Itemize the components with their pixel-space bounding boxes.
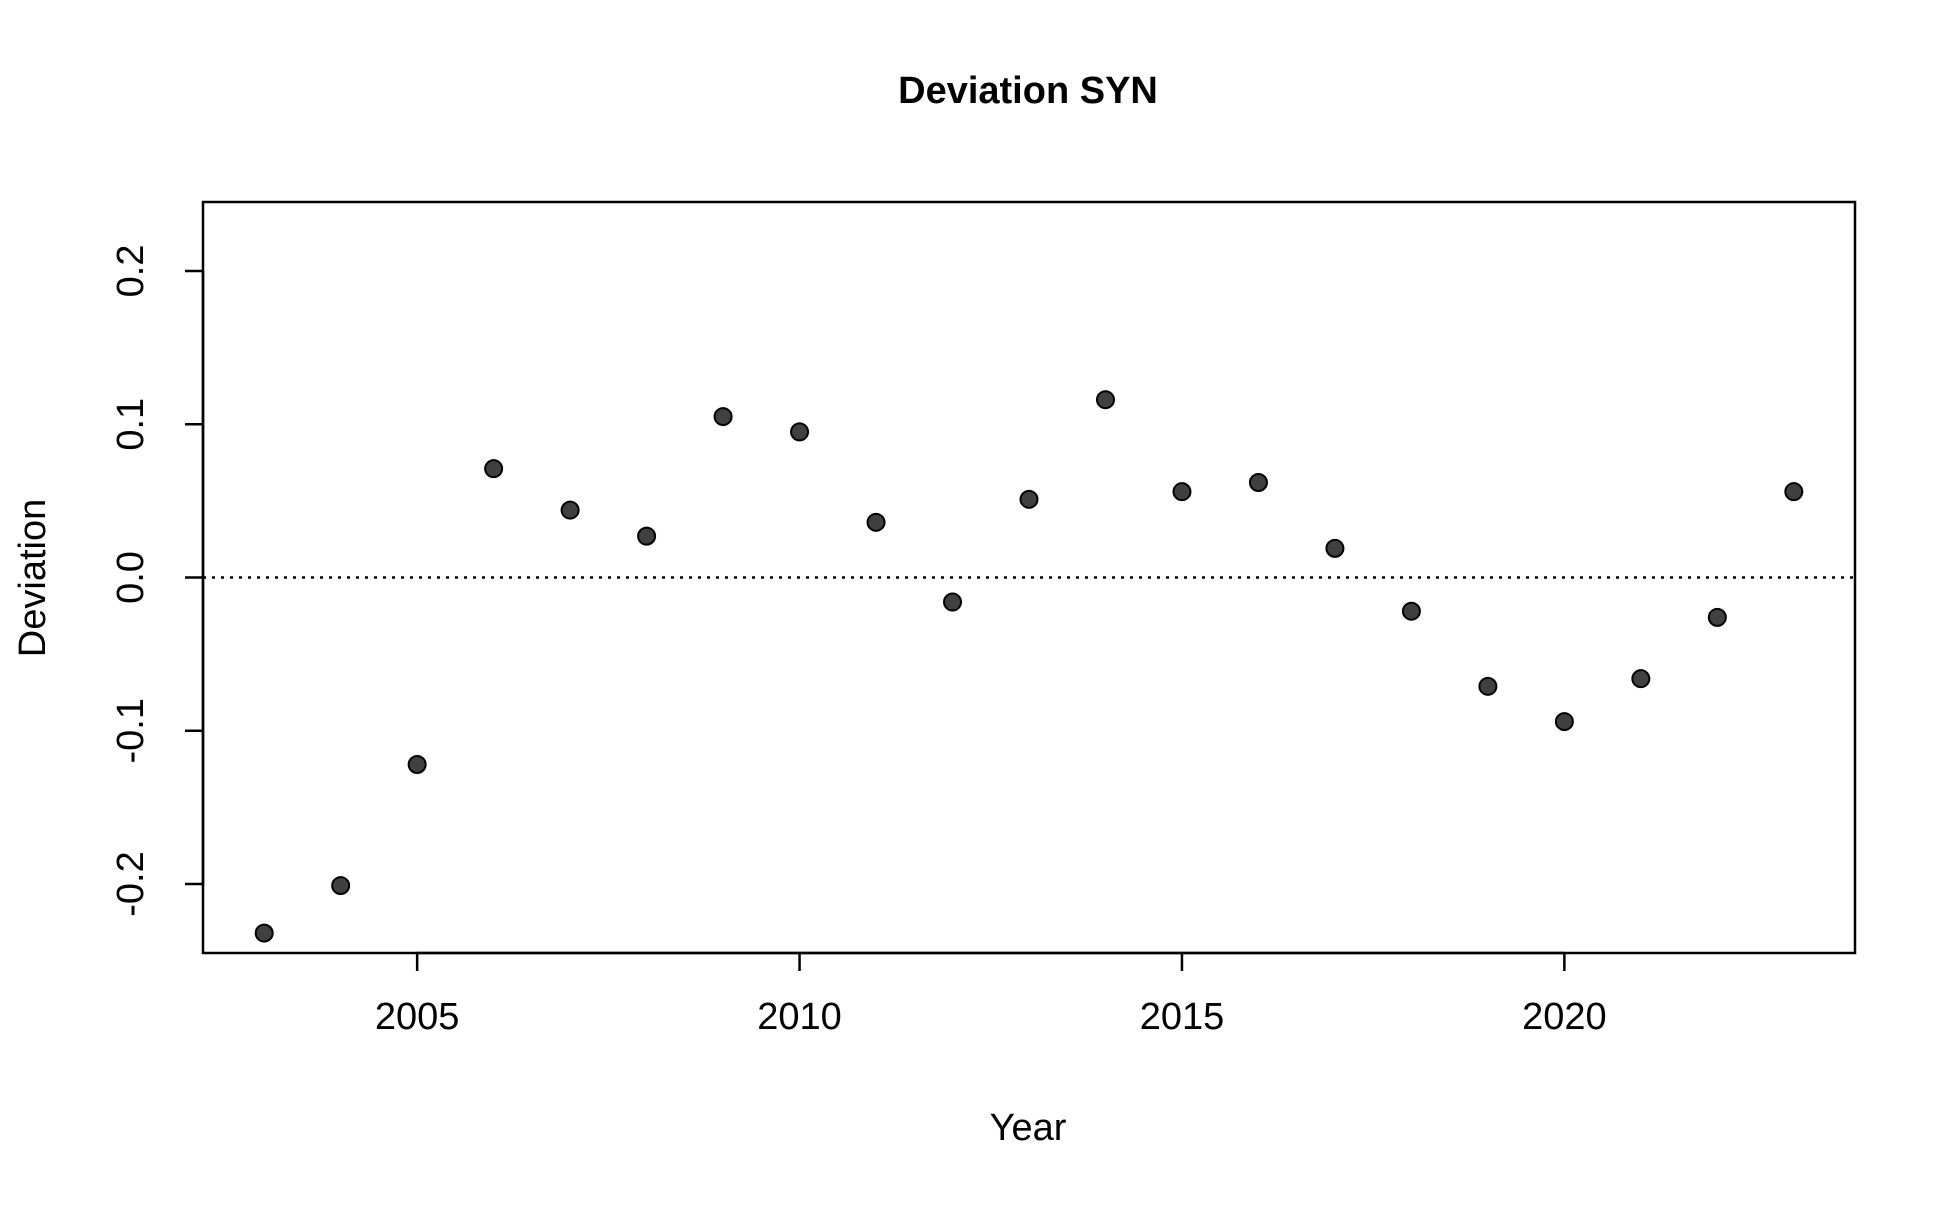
data-point bbox=[331, 876, 351, 896]
y-tick-label: 0.0 bbox=[110, 551, 152, 604]
x-tick-label: 2010 bbox=[757, 996, 842, 1038]
chart-title: Deviation SYN bbox=[898, 70, 1158, 112]
data-point bbox=[1554, 712, 1574, 732]
data-point bbox=[1325, 538, 1345, 558]
data-point bbox=[1707, 607, 1727, 627]
y-axis: -0.2 -0.1 0.0 0.1 0.2 bbox=[110, 245, 205, 917]
x-axis: 2005 2010 2015 2020 bbox=[375, 951, 1607, 1038]
data-point bbox=[1784, 482, 1804, 502]
y-tick-label: 0.2 bbox=[110, 245, 152, 298]
y-tick-label: 0.1 bbox=[110, 398, 152, 451]
data-points bbox=[254, 390, 1804, 943]
data-point bbox=[1095, 390, 1115, 410]
data-point bbox=[1478, 676, 1498, 696]
y-axis-label: Deviation bbox=[12, 499, 54, 657]
data-point bbox=[1019, 489, 1039, 509]
data-point bbox=[254, 923, 274, 943]
y-tick-label: -0.1 bbox=[110, 698, 152, 763]
x-tick-label: 2005 bbox=[375, 996, 460, 1038]
data-point bbox=[1631, 669, 1651, 689]
data-point bbox=[637, 526, 657, 546]
data-point bbox=[1248, 472, 1268, 492]
data-point bbox=[713, 407, 733, 427]
x-tick-label: 2015 bbox=[1140, 996, 1225, 1038]
y-tick-label: -0.2 bbox=[110, 851, 152, 916]
data-point bbox=[484, 459, 504, 479]
data-point bbox=[1401, 601, 1421, 621]
x-tick-label: 2020 bbox=[1522, 996, 1607, 1038]
data-point bbox=[866, 512, 886, 532]
data-point bbox=[407, 754, 427, 774]
data-point bbox=[943, 592, 963, 612]
data-point bbox=[790, 422, 810, 442]
data-point bbox=[560, 500, 580, 520]
x-axis-label: Year bbox=[990, 1107, 1067, 1149]
data-point bbox=[1172, 482, 1192, 502]
